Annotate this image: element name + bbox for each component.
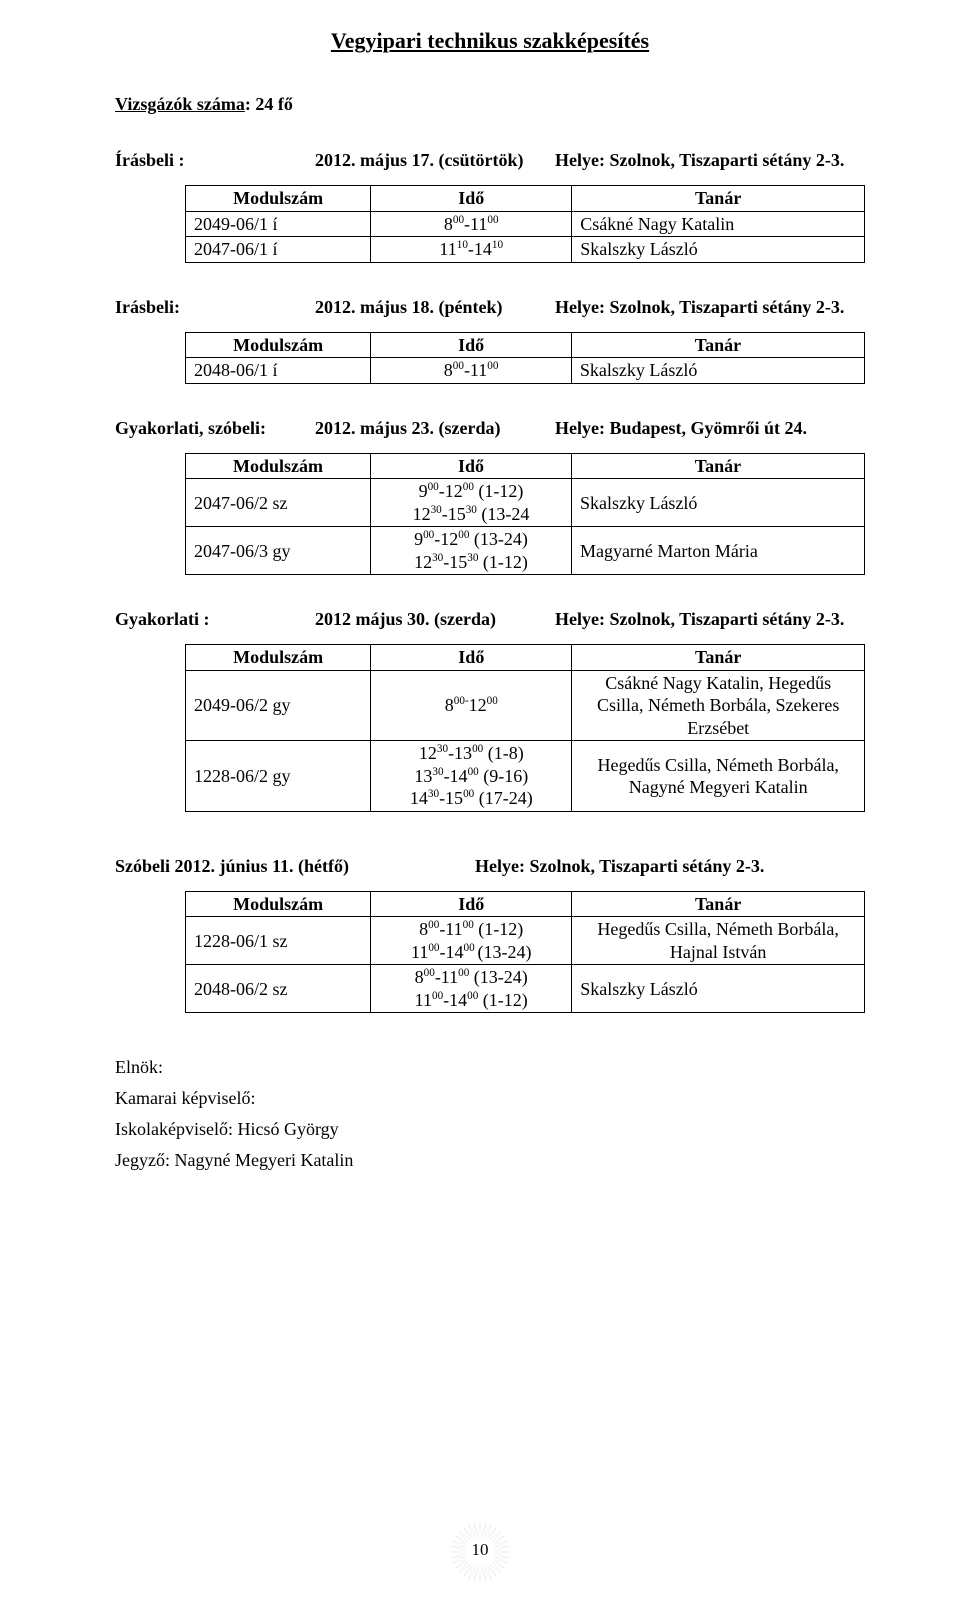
footer-elnok: Elnök:: [115, 1057, 865, 1078]
table-header-row: Modulszám Idő Tanár: [186, 332, 865, 358]
page: Vegyipari technikus szakképesítés Vizsgá…: [0, 0, 960, 1607]
section-4-date: 2012 május 30. (szerda): [315, 609, 555, 630]
exam-count-value: : 24 fő: [245, 94, 293, 114]
th-modulszam: Modulszám: [186, 186, 371, 212]
cell-tan: Hegedűs Csilla, Németh Borbála,Nagyné Me…: [572, 741, 865, 812]
section-4-heading: Gyakorlati : 2012 május 30. (szerda) Hel…: [115, 609, 865, 630]
th-ido: Idő: [371, 453, 572, 479]
cell-mod: 1228-06/2 gy: [186, 741, 371, 812]
section-1-label: Írásbeli :: [115, 150, 315, 171]
th-ido: Idő: [371, 891, 572, 917]
section-5-heading: Szóbeli 2012. június 11. (hétfő) Helye: …: [115, 856, 865, 877]
th-tanar: Tanár: [572, 645, 865, 671]
th-tanar: Tanár: [571, 332, 864, 358]
page-title: Vegyipari technikus szakképesítés: [115, 28, 865, 54]
section-2-heading: Irásbeli: 2012. május 18. (péntek) Helye…: [115, 297, 865, 318]
section-3-place: Helye: Budapest, Gyömrői út 24.: [555, 418, 865, 439]
section-5-table: Modulszám Idő Tanár 1228-06/1 sz 800-110…: [185, 891, 865, 1014]
th-modulszam: Modulszám: [186, 332, 371, 358]
table-row: 2049-06/1 í 800-1100 Csákné Nagy Katalin: [186, 211, 865, 237]
table-row: 2047-06/2 sz 900-1200 (1-12)1230-1530 (1…: [186, 479, 865, 527]
section-2-label: Irásbeli:: [115, 297, 315, 318]
section-5-label: Szóbeli 2012. június 11. (hétfő): [115, 856, 475, 877]
section-4-place: Helye: Szolnok, Tiszaparti sétány 2-3.: [555, 609, 865, 630]
cell-tan: Csákné Nagy Katalin, HegedűsCsilla, Néme…: [572, 670, 865, 741]
th-tanar: Tanár: [571, 453, 864, 479]
section-5-place: Helye: Szolnok, Tiszaparti sétány 2-3.: [475, 856, 865, 877]
th-modulszam: Modulszám: [186, 645, 371, 671]
th-ido: Idő: [371, 645, 572, 671]
footer-jegyzo: Jegyző: Nagyné Megyeri Katalin: [115, 1150, 865, 1171]
cell-mod: 2049-06/1 í: [186, 211, 371, 237]
table-row: 2047-06/1 í 1110-1410 Skalszky László: [186, 237, 865, 263]
cell-time: 800-1100 (13-24)1100-1400 (1-12): [371, 965, 572, 1013]
table-row: 1228-06/1 sz 800-1100 (1-12)1100-1400 (1…: [186, 917, 865, 965]
footer-iskola: Iskolaképviselő: Hicsó György: [115, 1119, 865, 1140]
cell-time: 1110-1410: [371, 237, 572, 263]
page-number-text: 10: [450, 1522, 510, 1578]
cell-mod: 2047-06/3 gy: [186, 527, 371, 575]
cell-time: 900-1200 (13-24)1230-1530 (1-12): [371, 527, 572, 575]
cell-tan: Skalszky László: [571, 479, 864, 527]
cell-tan: Skalszky László: [572, 965, 865, 1013]
th-tanar: Tanár: [572, 891, 865, 917]
exam-count-line: Vizsgázók száma: 24 fő: [115, 92, 865, 116]
cell-time: 800-1100: [371, 358, 572, 384]
section-2-date: 2012. május 18. (péntek): [315, 297, 555, 318]
section-3-label: Gyakorlati, szóbeli:: [115, 418, 315, 439]
section-1-place: Helye: Szolnok, Tiszaparti sétány 2-3.: [555, 150, 865, 171]
section-2-place: Helye: Szolnok, Tiszaparti sétány 2-3.: [555, 297, 865, 318]
cell-tan: Magyarné Marton Mária: [571, 527, 864, 575]
section-3-table: Modulszám Idő Tanár 2047-06/2 sz 900-120…: [185, 453, 865, 576]
star-seal-icon: [450, 1522, 510, 1582]
cell-time: 800-1100 (1-12)1100-1400 (13-24): [371, 917, 572, 965]
page-number: 10: [0, 1522, 960, 1583]
table-row: 2048-06/1 í 800-1100 Skalszky László: [186, 358, 865, 384]
footer-list: Elnök: Kamarai képviselő: Iskolaképvisel…: [115, 1057, 865, 1171]
section-3-date: 2012. május 23. (szerda): [315, 418, 555, 439]
section-1-heading: Írásbeli : 2012. május 17. (csütörtök) H…: [115, 150, 865, 171]
table-row: 2049-06/2 gy 800-1200 Csákné Nagy Katali…: [186, 670, 865, 741]
cell-time: 800-1200: [371, 670, 572, 741]
th-ido: Idő: [371, 332, 572, 358]
section-1-table: Modulszám Idő Tanár 2049-06/1 í 800-1100…: [185, 185, 865, 263]
cell-mod: 2048-06/1 í: [186, 358, 371, 384]
cell-tan: Hegedűs Csilla, Németh Borbála,Hajnal Is…: [572, 917, 865, 965]
cell-tan: Skalszky László: [572, 237, 865, 263]
exam-count-label: Vizsgázók száma: [115, 94, 245, 114]
cell-mod: 2047-06/1 í: [186, 237, 371, 263]
cell-mod: 2049-06/2 gy: [186, 670, 371, 741]
section-2-table: Modulszám Idő Tanár 2048-06/1 í 800-1100…: [185, 332, 865, 384]
cell-mod: 2047-06/2 sz: [186, 479, 371, 527]
section-4-table: Modulszám Idő Tanár 2049-06/2 gy 800-120…: [185, 644, 865, 812]
section-4-label: Gyakorlati :: [115, 609, 315, 630]
cell-tan: Skalszky László: [571, 358, 864, 384]
th-ido: Idő: [371, 186, 572, 212]
th-tanar: Tanár: [572, 186, 865, 212]
table-header-row: Modulszám Idő Tanár: [186, 891, 865, 917]
th-modulszam: Modulszám: [186, 891, 371, 917]
section-1-date: 2012. május 17. (csütörtök): [315, 150, 555, 171]
table-header-row: Modulszám Idő Tanár: [186, 186, 865, 212]
table-row: 2047-06/3 gy 900-1200 (13-24)1230-1530 (…: [186, 527, 865, 575]
footer-kamarai: Kamarai képviselő:: [115, 1088, 865, 1109]
cell-mod: 1228-06/1 sz: [186, 917, 371, 965]
cell-time: 800-1100: [371, 211, 572, 237]
table-row: 2048-06/2 sz 800-1100 (13-24)1100-1400 (…: [186, 965, 865, 1013]
table-row: 1228-06/2 gy 1230-1300 (1-8)1330-1400 (9…: [186, 741, 865, 812]
section-3-heading: Gyakorlati, szóbeli: 2012. május 23. (sz…: [115, 418, 865, 439]
table-header-row: Modulszám Idő Tanár: [186, 453, 865, 479]
cell-mod: 2048-06/2 sz: [186, 965, 371, 1013]
cell-tan: Csákné Nagy Katalin: [572, 211, 865, 237]
table-header-row: Modulszám Idő Tanár: [186, 645, 865, 671]
cell-time: 1230-1300 (1-8)1330-1400 (9-16)1430-1500…: [371, 741, 572, 812]
cell-time: 900-1200 (1-12)1230-1530 (13-24: [371, 479, 572, 527]
th-modulszam: Modulszám: [186, 453, 371, 479]
